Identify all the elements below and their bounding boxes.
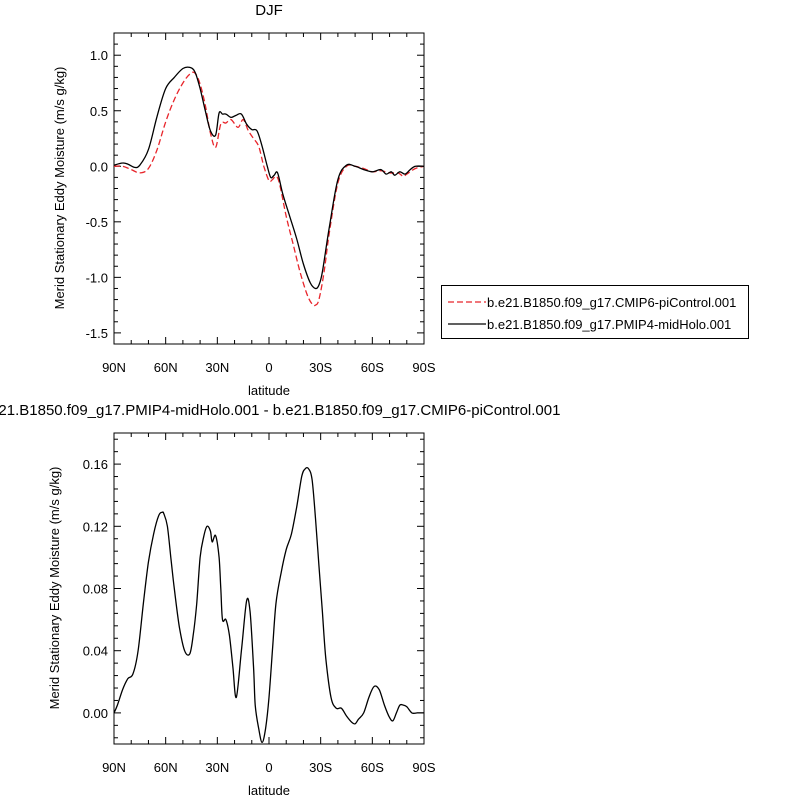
legend-label-picontrol: b.e21.B1850.f09_g17.CMIP6-piControl.001 [487,294,737,310]
series-line-1 [113,66,425,290]
bottom-x-axis-label: latitude [248,783,290,798]
x-tick-label: 30S [309,760,332,775]
y-tick-label: 0.5 [90,104,108,119]
legend-swatch-dashed-red [448,301,486,303]
top-y-axis: 1.0 0.5 0.0 -0.5 -1.0 -1.5 [86,43,424,341]
x-tick-label: 60N [154,360,178,375]
y-tick-label: -1.5 [86,326,108,341]
x-tick-label: 60S [361,360,384,375]
series-line-0 [113,466,424,744]
top-y-axis-label: Merid Stationary Eddy Moisture (m/s g/kg… [52,67,67,310]
x-tick-label: 0 [265,360,272,375]
x-tick-label: 90S [412,760,435,775]
x-tick-label: 30S [309,360,332,375]
y-tick-label: 0.0 [90,159,108,174]
y-tick-label: 0.08 [83,582,108,597]
legend-swatch-solid-black [448,323,486,325]
y-tick-label: 0.04 [83,644,108,659]
bottom-x-axis: 90N 60N 30N 0 30S 60S 90S [102,433,436,775]
bottom-y-axis-label: Merid Stationary Eddy Moisture (m/s g/kg… [47,467,62,710]
bottom-chart-title: b.e21.B1850.f09_g17.PMIP4-midHolo.001 - … [0,402,560,419]
legend-entry-picontrol: b.e21.B1850.f09_g17.CMIP6-piControl.001 [448,292,736,312]
legend-label-midholo: b.e21.B1850.f09_g17.PMIP4-midHolo.001 [487,316,732,332]
top-x-axis-label: latitude [248,383,290,398]
y-tick-label: 0.00 [83,706,108,721]
x-tick-label: 30N [205,360,229,375]
top-plot-frame [113,32,425,345]
x-tick-label: 90N [102,360,126,375]
y-tick-label: 0.12 [83,519,108,534]
y-tick-label: 1.0 [90,48,108,63]
x-tick-label: 90S [412,360,435,375]
y-tick-label: -0.5 [86,215,108,230]
legend-entry-midholo: b.e21.B1850.f09_g17.PMIP4-midHolo.001 [448,314,731,334]
bottom-y-axis: 0.16 0.12 0.08 0.04 0.00 [83,438,424,739]
x-tick-label: 60S [361,760,384,775]
y-tick-label: 0.16 [83,457,108,472]
top-chart: DJF 1.0 0.5 0.0 -0.5 -1.0 -1.5 90N 60N 30N 0 30S 6… [52,2,436,398]
x-tick-label: 30N [205,760,229,775]
bottom-series-group [113,466,424,744]
series-line-0 [113,71,425,307]
x-tick-label: 0 [265,760,272,775]
top-x-axis: 90N 60N 30N 0 30S 60S 90S [102,33,436,375]
bottom-chart: b.e21.B1850.f09_g17.PMIP4-midHolo.001 - … [0,402,560,798]
top-chart-legend: b.e21.B1850.f09_g17.CMIP6-piControl.001 … [441,285,749,339]
top-chart-title: DJF [255,2,283,19]
y-tick-label: -1.0 [86,270,108,285]
top-series-group [113,66,425,307]
x-tick-label: 90N [102,760,126,775]
x-tick-label: 60N [154,760,178,775]
